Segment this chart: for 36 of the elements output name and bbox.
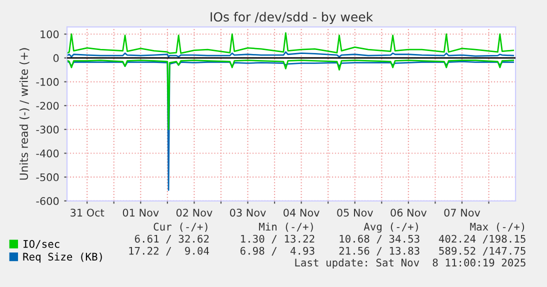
line-series <box>67 32 514 54</box>
text: Min (-/+) <box>259 222 313 232</box>
y-tick-label: -400 <box>36 149 59 158</box>
y-tick-label: -300 <box>36 126 59 134</box>
line-series <box>67 60 514 191</box>
legend-label: IO/sec <box>24 240 60 249</box>
text: 589.52 /147.75 <box>439 246 526 256</box>
x-tick-label: 01 Nov <box>122 208 159 217</box>
text: Avg (-/+) <box>364 222 418 233</box>
x-tick-label: 05 Nov <box>337 208 374 217</box>
y-tick-label: -600 <box>36 197 59 206</box>
x-tick-label: 02 Nov <box>176 208 212 217</box>
chart-title: IOs for /dev/sdd - by week <box>210 12 374 24</box>
text: 6.98 / 4.93 <box>240 246 314 256</box>
y-tick-label: 0 <box>53 54 59 62</box>
y-tick-label: -100 <box>36 78 59 86</box>
y-axis-title: Units read (-) / write (+) <box>19 48 30 180</box>
text: 21.56 / 13.83 <box>339 246 420 256</box>
text: Last update: Sat Nov 8 11:00:19 2025 <box>295 258 526 269</box>
text: 17.22 / 9.04 <box>129 246 210 256</box>
y-tick-label: 100 <box>40 30 59 38</box>
text: Cur (-/+) <box>154 222 208 232</box>
text: Max (-/+) <box>470 222 524 232</box>
x-tick-label: 07 Nov <box>444 208 480 217</box>
x-tick-label: 31 Oct <box>70 208 104 217</box>
y-tick-label: -500 <box>36 173 59 182</box>
text: 6.61 / 32.62 <box>134 234 209 244</box>
x-tick-label: 03 Nov <box>230 208 266 217</box>
x-tick-label: 04 Nov <box>284 208 320 217</box>
text: 10.68 / 34.53 <box>340 234 420 244</box>
legend-label: Req Size (KB) <box>23 252 102 263</box>
x-tick-label: 06 Nov <box>390 208 427 217</box>
y-tick-label: -200 <box>36 102 59 110</box>
text: 402.24 /198.15 <box>438 234 526 244</box>
text: 1.30 / 13.22 <box>241 234 314 244</box>
line-series <box>67 60 514 130</box>
